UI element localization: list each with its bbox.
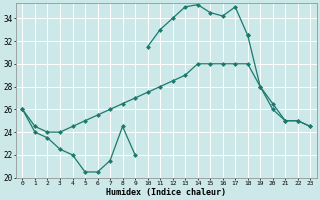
- X-axis label: Humidex (Indice chaleur): Humidex (Indice chaleur): [106, 188, 226, 197]
